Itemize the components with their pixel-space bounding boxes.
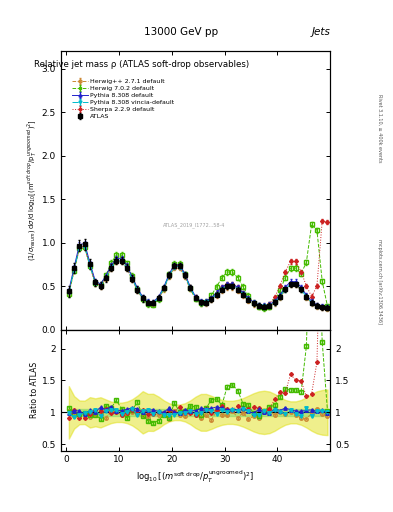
Text: Jets: Jets (311, 27, 330, 37)
Text: 13000 GeV pp: 13000 GeV pp (144, 27, 218, 37)
Text: Relative jet mass ρ (ATLAS soft-drop observables): Relative jet mass ρ (ATLAS soft-drop obs… (34, 59, 249, 69)
Y-axis label: Ratio to ATLAS: Ratio to ATLAS (30, 362, 39, 418)
Text: ATLAS_2019_I1772...58-4: ATLAS_2019_I1772...58-4 (163, 223, 226, 228)
Text: Rivet 3.1.10, ≥ 400k events: Rivet 3.1.10, ≥ 400k events (377, 94, 382, 162)
X-axis label: $\log_{10}[(m^{\mathrm{soft\ drop}}/p_T^{\mathrm{ungroomed}})^2]$: $\log_{10}[(m^{\mathrm{soft\ drop}}/p_T^… (136, 468, 255, 485)
Legend: Herwig++ 2.7.1 default, Herwig 7.0.2 default, Pythia 8.308 default, Pythia 8.308: Herwig++ 2.7.1 default, Herwig 7.0.2 def… (70, 77, 177, 122)
Text: mcplots.cern.ch [arXiv:1306.3436]: mcplots.cern.ch [arXiv:1306.3436] (377, 239, 382, 324)
Y-axis label: $(1/\sigma_{resum})$ d$\sigma$/d log$_{10}$[(m$^{soft\ drop}$/p$_T^{ungroomed}$): $(1/\sigma_{resum})$ d$\sigma$/d log$_{1… (26, 119, 39, 261)
